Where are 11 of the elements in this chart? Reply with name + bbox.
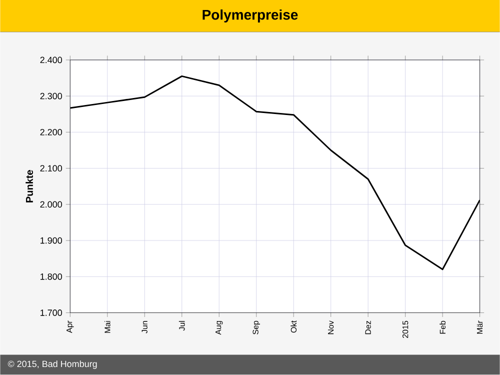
y-tick-label: 2.000: [40, 201, 62, 208]
y-tick-label: 2.100: [40, 165, 62, 172]
y-axis-title: Punkte: [26, 170, 33, 202]
y-tick-label: 1.700: [40, 310, 62, 316]
y-tick-label: 2.300: [40, 93, 62, 100]
y-tick-label: 1.900: [40, 237, 62, 244]
y-tick-label: 2.200: [40, 129, 62, 136]
y-tick-label: 2.400: [40, 56, 62, 64]
chart-title: Polymerpreise: [202, 10, 298, 23]
text: © 2015, Bad Homburg: [8, 360, 97, 370]
y-tick-label: 1.800: [40, 274, 62, 280]
